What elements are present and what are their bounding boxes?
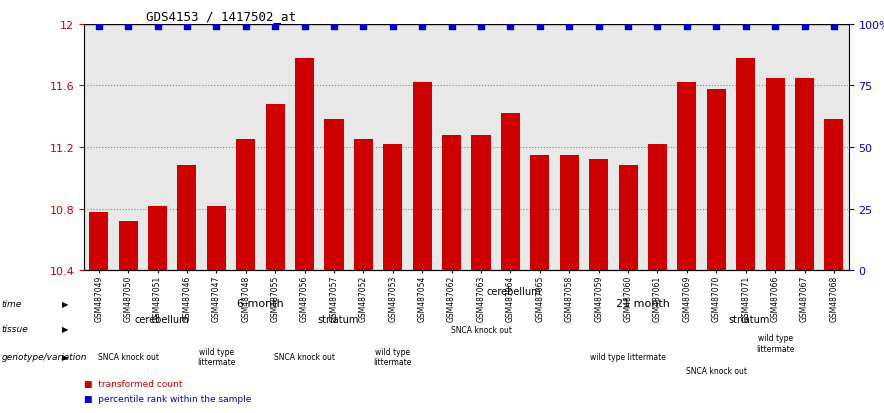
Text: time: time — [2, 299, 22, 308]
Point — [739, 24, 753, 31]
Text: striatum: striatum — [317, 314, 359, 324]
Point — [327, 24, 341, 31]
Bar — [560, 155, 579, 271]
Text: SNCA knock out: SNCA knock out — [97, 352, 159, 361]
Text: 6 month: 6 month — [237, 299, 284, 309]
Bar — [736, 59, 755, 271]
Bar — [619, 166, 637, 271]
Bar — [324, 120, 344, 271]
Bar — [795, 78, 814, 271]
Point — [92, 24, 106, 31]
Point — [150, 24, 164, 31]
Point — [239, 24, 253, 31]
Point — [415, 24, 430, 31]
Bar — [236, 140, 255, 271]
Point — [562, 24, 576, 31]
Point — [768, 24, 782, 31]
Text: SNCA knock out: SNCA knock out — [451, 325, 512, 334]
Bar — [384, 145, 402, 271]
Text: ▶: ▶ — [62, 352, 68, 361]
Text: tissue: tissue — [2, 325, 28, 333]
Text: ■  transformed count: ■ transformed count — [84, 379, 182, 388]
Bar — [706, 89, 726, 271]
Text: genotype/variation: genotype/variation — [2, 352, 88, 361]
Bar — [148, 206, 167, 271]
Point — [797, 24, 812, 31]
Bar — [413, 83, 431, 271]
Bar — [589, 160, 608, 271]
Bar — [178, 166, 196, 271]
Point — [385, 24, 400, 31]
Text: 21 month: 21 month — [616, 299, 670, 309]
Bar — [825, 120, 843, 271]
Bar — [530, 155, 549, 271]
Bar — [442, 135, 461, 271]
Point — [210, 24, 224, 31]
Text: wild type
littermate: wild type littermate — [197, 347, 236, 367]
Point — [503, 24, 517, 31]
Text: wild type littermate: wild type littermate — [591, 352, 666, 361]
Point — [651, 24, 665, 31]
Point — [621, 24, 635, 31]
Text: GDS4153 / 1417502_at: GDS4153 / 1417502_at — [146, 10, 296, 23]
Bar — [207, 206, 226, 271]
Bar — [295, 59, 314, 271]
Text: ▶: ▶ — [62, 299, 68, 308]
Bar — [648, 145, 667, 271]
Text: cerebellum: cerebellum — [134, 314, 188, 324]
Point — [709, 24, 723, 31]
Point — [121, 24, 135, 31]
Text: ▶: ▶ — [62, 325, 68, 333]
Text: SNCA knock out: SNCA knock out — [686, 366, 747, 375]
Point — [356, 24, 370, 31]
Bar — [471, 135, 491, 271]
Text: striatum: striatum — [728, 314, 770, 324]
Point — [533, 24, 547, 31]
Bar — [766, 78, 785, 271]
Point — [268, 24, 282, 31]
Text: wild type
littermate: wild type littermate — [756, 333, 795, 353]
Point — [298, 24, 312, 31]
Point — [179, 24, 194, 31]
Bar — [354, 140, 373, 271]
Bar — [501, 114, 520, 271]
Bar — [265, 104, 285, 271]
Bar — [677, 83, 697, 271]
Bar — [118, 221, 138, 271]
Text: wild type
littermate: wild type littermate — [374, 347, 412, 367]
Point — [474, 24, 488, 31]
Bar — [89, 212, 108, 271]
Text: ■  percentile rank within the sample: ■ percentile rank within the sample — [84, 394, 251, 403]
Point — [680, 24, 694, 31]
Point — [445, 24, 459, 31]
Point — [827, 24, 841, 31]
Point — [591, 24, 606, 31]
Text: cerebellum: cerebellum — [487, 286, 542, 296]
Text: SNCA knock out: SNCA knock out — [274, 352, 335, 361]
